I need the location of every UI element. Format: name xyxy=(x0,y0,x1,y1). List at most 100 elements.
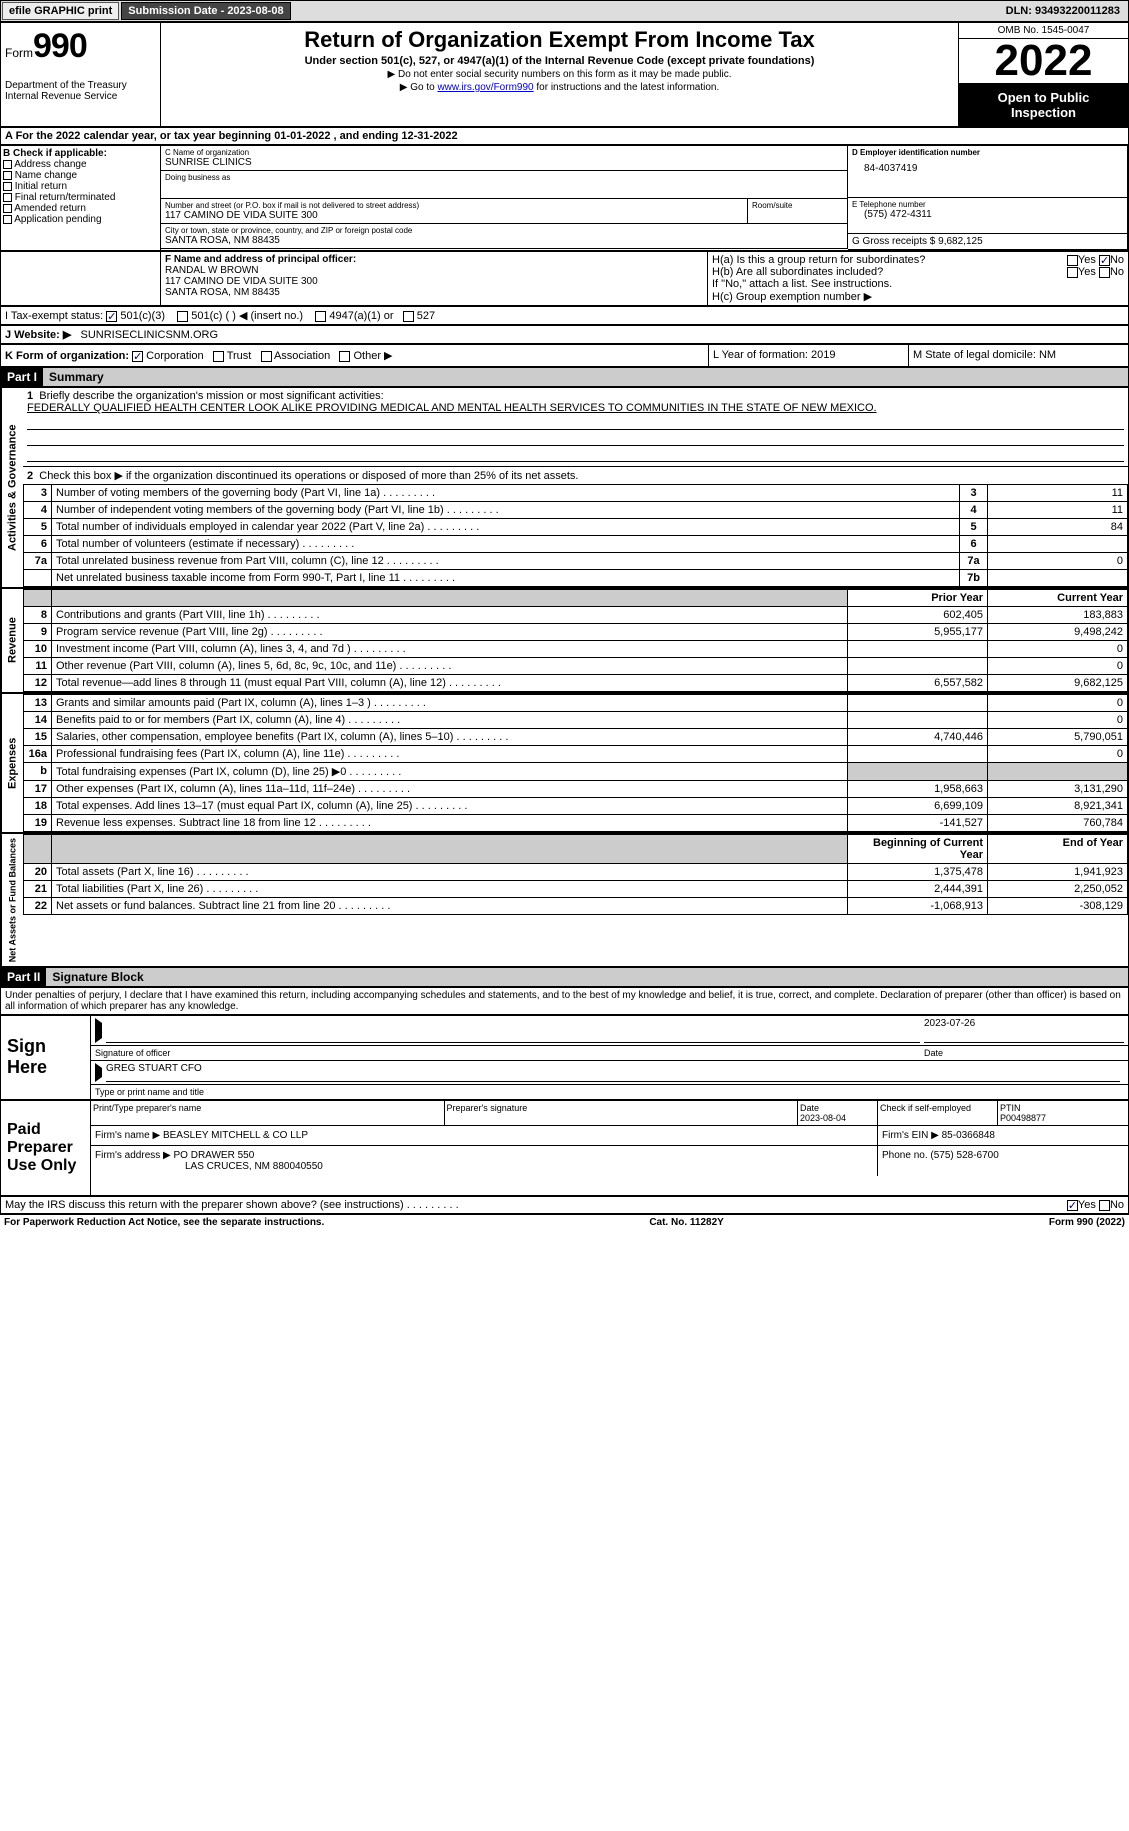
chk-501c[interactable] xyxy=(177,311,188,322)
page-footer: For Paperwork Reduction Act Notice, see … xyxy=(0,1214,1129,1230)
hdr-prior-year: Prior Year xyxy=(848,590,988,607)
firm-phone-label: Phone no. xyxy=(882,1150,928,1161)
addr-label: Number and street (or P.O. box if mail i… xyxy=(165,201,743,210)
section-expenses: Expenses 13 Grants and similar amounts p… xyxy=(0,693,1129,833)
tab-revenue: Revenue xyxy=(1,589,23,692)
prior-year-value: 602,405 xyxy=(848,607,988,624)
line-text: Salaries, other compensation, employee b… xyxy=(52,729,848,746)
current-year-value: 0 xyxy=(988,658,1128,675)
chk-name-change[interactable] xyxy=(3,171,12,180)
line-text: Other revenue (Part VIII, column (A), li… xyxy=(52,658,848,675)
website-value: SUNRISECLINICSNM.ORG xyxy=(81,329,219,341)
paid-preparer-label: Paid Preparer Use Only xyxy=(1,1101,91,1195)
chk-discuss-yes[interactable] xyxy=(1067,1200,1078,1211)
current-year-value: 1,941,923 xyxy=(988,864,1128,881)
part-2-header: Part II Signature Block xyxy=(0,967,1129,987)
sign-here-block: Sign Here 2023-07-26 Signature of office… xyxy=(0,1015,1129,1100)
chk-assoc[interactable] xyxy=(261,351,272,362)
form-note-2: ▶ Go to www.irs.gov/Form990 for instruct… xyxy=(169,82,950,93)
chk-initial-return[interactable] xyxy=(3,182,12,191)
line-num: 16a xyxy=(24,746,52,763)
line-num: 21 xyxy=(24,881,52,898)
officer-printed-name: GREG STUART CFO xyxy=(106,1063,1120,1082)
chk-ha-yes[interactable] xyxy=(1067,255,1078,266)
form-title: Return of Organization Exempt From Incom… xyxy=(169,27,950,53)
block-fh: F Name and address of principal officer:… xyxy=(0,251,1129,306)
chk-4947[interactable] xyxy=(315,311,326,322)
chk-final-return[interactable] xyxy=(3,193,12,202)
prior-year-value: 4,740,446 xyxy=(848,729,988,746)
line-text: Total revenue—add lines 8 through 11 (mu… xyxy=(52,675,848,692)
line-text: Net unrelated business taxable income fr… xyxy=(52,570,960,587)
hc-line: H(c) Group exemption number ▶ xyxy=(712,290,1124,303)
tax-year: 2022 xyxy=(959,39,1128,84)
irs-link[interactable]: www.irs.gov/Form990 xyxy=(437,82,533,93)
pp-date-label: Date xyxy=(800,1103,875,1113)
firm-addr1: PO DRAWER 550 xyxy=(174,1150,255,1161)
hdr-current-year: Current Year xyxy=(988,590,1128,607)
prior-year-value: 2,444,391 xyxy=(848,881,988,898)
line-num: b xyxy=(24,763,52,781)
line-num: 9 xyxy=(24,624,52,641)
chk-ha-no[interactable] xyxy=(1099,255,1110,266)
line-num: 13 xyxy=(24,695,52,712)
block-bcdeg: B Check if applicable: Address change Na… xyxy=(0,145,1129,251)
line-text: Professional fundraising fees (Part IX, … xyxy=(52,746,848,763)
hdr-end-year: End of Year xyxy=(988,835,1128,864)
form-subtitle: Under section 501(c), 527, or 4947(a)(1)… xyxy=(169,55,950,67)
prior-year-value: -1,068,913 xyxy=(848,898,988,915)
line-1-label: Briefly describe the organization's miss… xyxy=(39,390,383,402)
line-num: 6 xyxy=(24,536,52,553)
phone-value: (575) 472-4311 xyxy=(852,209,1123,220)
ein-label: D Employer identification number xyxy=(852,148,1123,157)
line-num: 19 xyxy=(24,815,52,832)
chk-501c3[interactable] xyxy=(106,311,117,322)
efile-button[interactable]: efile GRAPHIC print xyxy=(2,2,119,20)
line-num: 12 xyxy=(24,675,52,692)
officer-addr1: 117 CAMINO DE VIDA SUITE 300 xyxy=(165,276,703,287)
firm-addr-label: Firm's address ▶ xyxy=(95,1150,171,1161)
firm-ein-value: 85-0366848 xyxy=(942,1130,995,1141)
line-text: Total number of individuals employed in … xyxy=(52,519,960,536)
line-box: 7b xyxy=(960,570,988,587)
chk-discuss-no[interactable] xyxy=(1099,1200,1110,1211)
current-year-value: 0 xyxy=(988,712,1128,729)
chk-other[interactable] xyxy=(339,351,350,362)
open-to-public: Open to PublicInspection xyxy=(959,84,1128,126)
perjury-declaration: Under penalties of perjury, I declare th… xyxy=(0,987,1129,1015)
form-note-1: ▶ Do not enter social security numbers o… xyxy=(169,69,950,80)
footer-right: Form 990 (2022) xyxy=(1049,1217,1125,1228)
sig-date-value: 2023-07-26 xyxy=(924,1018,1124,1043)
officer-addr2: SANTA ROSA, NM 88435 xyxy=(165,287,703,298)
line-box: 6 xyxy=(960,536,988,553)
line-num: 20 xyxy=(24,864,52,881)
line-text: Number of independent voting members of … xyxy=(52,502,960,519)
chk-corp[interactable] xyxy=(132,351,143,362)
line-num: 15 xyxy=(24,729,52,746)
current-year-value: 2,250,052 xyxy=(988,881,1128,898)
chk-trust[interactable] xyxy=(213,351,224,362)
submission-date-button[interactable]: Submission Date - 2023-08-08 xyxy=(121,2,290,20)
section-net-assets: Net Assets or Fund Balances Beginning of… xyxy=(0,833,1129,967)
current-year-value: 183,883 xyxy=(988,607,1128,624)
line-text: Net assets or fund balances. Subtract li… xyxy=(52,898,848,915)
line-value: 11 xyxy=(988,485,1128,502)
ein-value: 84-4037419 xyxy=(852,157,1123,174)
year-formation: L Year of formation: 2019 xyxy=(708,345,908,366)
current-year-value: 0 xyxy=(988,746,1128,763)
chk-application-pending[interactable] xyxy=(3,215,12,224)
current-year-value: 9,498,242 xyxy=(988,624,1128,641)
tab-net-assets: Net Assets or Fund Balances xyxy=(1,834,23,966)
line-num: 3 xyxy=(24,485,52,502)
current-year-value: 0 xyxy=(988,641,1128,658)
date-label: Date xyxy=(924,1048,1124,1058)
firm-ein-label: Firm's EIN ▶ xyxy=(882,1130,939,1141)
chk-hb-yes[interactable] xyxy=(1067,267,1078,278)
chk-address-change[interactable] xyxy=(3,160,12,169)
prior-year-value: -141,527 xyxy=(848,815,988,832)
chk-527[interactable] xyxy=(403,311,414,322)
ptin-value: P00498877 xyxy=(1000,1113,1126,1123)
chk-amended-return[interactable] xyxy=(3,204,12,213)
dba-label: Doing business as xyxy=(165,173,843,182)
chk-hb-no[interactable] xyxy=(1099,267,1110,278)
